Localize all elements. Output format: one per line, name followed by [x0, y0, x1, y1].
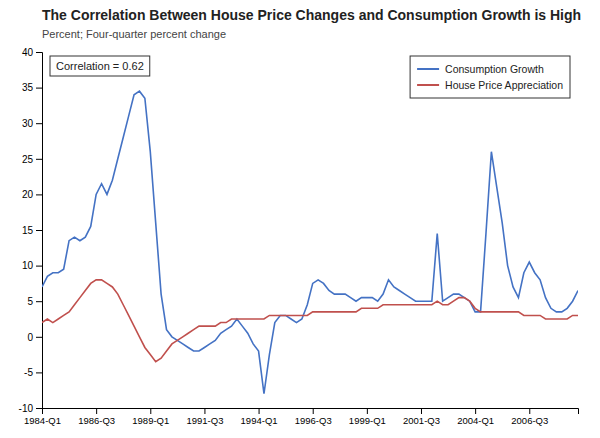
x-tick: 2006-Q3 — [511, 408, 548, 426]
x-tick-label: 2006-Q3 — [511, 415, 548, 426]
y-tick-mark — [36, 159, 42, 160]
y-tick-label: 20 — [22, 189, 34, 200]
title: The Correlation Between House Price Chan… — [42, 7, 581, 23]
x-tick-label: 1989-Q1 — [132, 415, 169, 426]
x-tick: 1991-Q3 — [186, 408, 223, 426]
annotation-box — [50, 56, 150, 76]
legend: Consumption Growth House Price Appreciati… — [410, 56, 570, 98]
series-line — [42, 91, 578, 394]
x-tick-label: 2004-Q1 — [457, 415, 494, 426]
legend-item: Consumption Growth — [417, 63, 544, 75]
x-tick: 1994-Q1 — [241, 408, 278, 426]
y-tick-mark — [36, 301, 42, 302]
x-tick-mark — [529, 408, 530, 414]
plot-area — [42, 91, 578, 394]
x-tick-label: 2001-Q3 — [403, 415, 440, 426]
x-tick-label: 1991-Q3 — [186, 415, 223, 426]
x-tick: 1996-Q3 — [295, 408, 332, 426]
y-axis: -10 -5 0 5 10 15 20 25 30 35 40 — [19, 47, 43, 414]
y-tick: 15 — [22, 225, 42, 236]
y-tick-label: 15 — [22, 225, 34, 236]
y-tick-label: 0 — [27, 332, 33, 343]
y-tick-label: 40 — [22, 47, 34, 58]
x-tick-label: 1994-Q1 — [241, 415, 278, 426]
y-tick-mark — [36, 372, 42, 373]
x-tick-label: 1996-Q3 — [295, 415, 332, 426]
legend-swatch — [417, 68, 439, 70]
x-tick: 1999-Q1 — [349, 408, 386, 426]
x-tick-mark — [367, 408, 368, 414]
x-tick: 2004-Q1 — [457, 408, 494, 426]
y-tick: 35 — [22, 82, 42, 93]
x-tick-mark — [259, 408, 260, 414]
x-tick: 2001-Q3 — [403, 408, 440, 426]
legend-item: House Price Appreciation — [417, 79, 563, 91]
chart: The Correlation Between House Price Chan… — [0, 0, 600, 438]
y-tick-label: 35 — [22, 82, 34, 93]
x-tick-mark — [96, 408, 97, 414]
y-tick-label: 10 — [22, 260, 34, 271]
y-tick: -10 — [19, 403, 42, 414]
series-line — [42, 280, 578, 362]
y-tick-mark — [36, 337, 42, 338]
legend-label: Consumption Growth — [445, 63, 544, 75]
x-tick-mark — [475, 408, 476, 414]
y-tick-mark — [36, 52, 42, 53]
y-tick-label: -5 — [24, 367, 33, 378]
y-tick: 25 — [22, 154, 42, 165]
x-tick-label: 1986-Q3 — [78, 415, 115, 426]
y-tick: 0 — [27, 332, 42, 343]
y-tick-mark — [36, 123, 42, 124]
x-tick: 1986-Q3 — [78, 408, 115, 426]
legend-box — [410, 56, 570, 98]
subtitle: Percent; Four-quarter percent change — [42, 28, 226, 40]
y-tick-label: 30 — [22, 118, 34, 129]
y-tick: 10 — [22, 260, 42, 271]
y-tick-mark — [36, 266, 42, 267]
x-tick: 1989-Q1 — [132, 408, 169, 426]
x-tick-mark — [150, 408, 151, 414]
legend-label: House Price Appreciation — [445, 79, 563, 91]
x-tick-mark — [421, 408, 422, 414]
annotation-text: Correlation = 0.62 — [56, 60, 144, 72]
y-tick-mark — [36, 230, 42, 231]
y-tick-mark — [36, 194, 42, 195]
y-tick: 30 — [22, 118, 42, 129]
x-tick-mark — [313, 408, 314, 414]
y-tick-label: 5 — [27, 296, 33, 307]
x-tick-label: 1999-Q1 — [349, 415, 386, 426]
y-tick: 5 — [27, 296, 42, 307]
annotation: Correlation = 0.62 — [50, 56, 150, 76]
y-tick: 40 — [22, 47, 42, 58]
legend-swatch — [417, 84, 439, 86]
y-tick-mark — [36, 408, 42, 409]
y-tick: 20 — [22, 189, 42, 200]
y-tick-mark — [36, 88, 42, 89]
x-tick-label: 1984-Q1 — [24, 415, 61, 426]
y-tick-label: 25 — [22, 154, 34, 165]
y-axis-line — [36, 53, 43, 409]
y-tick-label: -10 — [19, 403, 34, 414]
x-tick-mark — [204, 408, 205, 414]
x-axis: 1984-Q1 1986-Q3 1989-Q1 1991-Q3 1994-Q1 1996-… — [24, 408, 578, 426]
x-axis-line — [43, 409, 579, 415]
y-tick: -5 — [24, 367, 42, 378]
